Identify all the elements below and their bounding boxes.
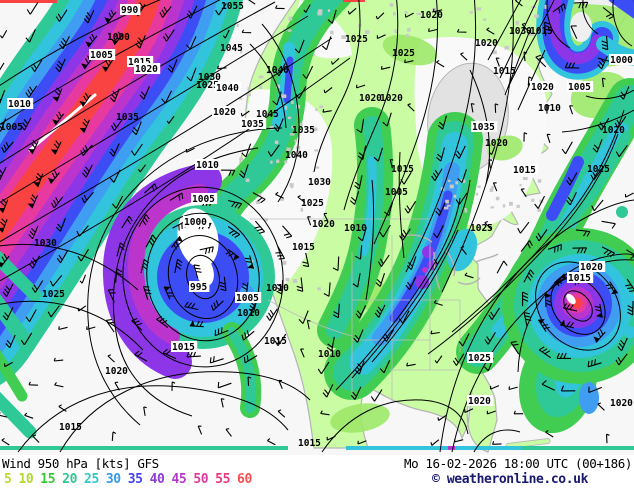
pressure-label: 1005 [236,293,259,304]
pressure-label: 1045 [256,109,279,120]
pressure-label: 1015 [128,57,151,68]
pressure-label: 1000 [107,32,130,43]
pressure-label: 1015 [172,342,195,353]
pressure-label: 1025 [470,223,493,234]
coastal-band-bc [192,0,353,262]
pressure-label: 1035 [241,119,264,130]
edge-strips [0,0,634,450]
pressure-label: 1025 [196,80,219,91]
map-footer: Wind 950 hPa [kts] GFS Mo 16-02-2026 18:… [0,455,634,490]
legend-value-45: 45 [171,472,187,487]
pressure-label: 1030 [308,177,331,188]
legend-value-60: 60 [237,472,252,487]
pressure-label: 1020 [105,366,128,377]
pressure-label: 1025 [345,34,368,45]
legend-value-25: 25 [84,472,99,487]
parameter-label: Wind 950 hPa [kts] GFS [2,456,159,471]
pressure-label: 1030 [509,26,532,37]
pressure-label: 1000 [184,217,207,228]
central-band [317,107,394,348]
pressure-label: 1020 [135,64,158,75]
pressure-label: 1015 [292,242,315,253]
pressure-label: 1010 [237,308,260,319]
pressure-label: 1055 [221,1,244,12]
pressure-label: 1020 [359,93,382,104]
pressure-label: 1020 [380,93,403,104]
pressure-label: 990 [121,5,138,16]
pressure-label: 1005 [0,122,23,133]
copyright-label: © weatheronline.co.uk [432,472,588,487]
pressure-label: 1040 [266,65,289,76]
pressure-label: 1040 [216,83,239,94]
pressure-label: 1005 [568,82,591,93]
legend-value-40: 40 [149,472,165,487]
pressure-label: 1015 [59,422,82,433]
pressure-label: 1020 [485,138,508,149]
pressure-label: 1015 [493,66,516,77]
legend-value-20: 20 [62,472,78,487]
pressure-label: 1035 [472,122,495,133]
pressure-label: 1010 [318,349,341,360]
legend-value-35: 35 [127,472,143,487]
pressure-label: 1020 [475,38,498,49]
valid-time-label: Mo 16-02-2026 18:00 UTC (00+186) [403,456,632,471]
pressure-label: 1040 [285,150,308,161]
pressure-label: 995 [190,282,207,293]
pacific-jet-band [0,0,243,385]
pressure-label: 1035 [292,125,315,136]
pressure-label: 1025 [301,198,324,209]
pressure-label: 1045 [220,43,243,54]
pressure-label: 1020 [580,262,603,273]
pressure-label: 1010 [344,223,367,234]
pressure-label: 1015 [391,164,414,175]
pressure-label: 1020 [420,10,443,21]
pressure-label: 1015 [568,273,591,284]
wind-speed-legend: 5 10 15 20 25 30 35 40 45 50 55 60 [2,472,252,488]
pressure-label: 1020 [531,82,554,93]
pressure-label: 1030 [34,238,57,249]
pressure-label: 1020 [610,398,633,409]
weather-map: 9901000100510151020101010051035105510451… [0,0,634,453]
legend-value-10: 10 [18,472,34,487]
pressure-label: 1010 [196,160,219,171]
pressure-label: 1015 [513,165,536,176]
legend-value-55: 55 [215,472,231,487]
pressure-label: 1005 [192,194,215,205]
pressure-label: 1030 [198,72,221,83]
legend-value-5: 5 [4,472,12,487]
pressure-label: 1025 [468,353,491,364]
pressure-label: 1015 [298,438,321,449]
legend-value-30: 30 [105,472,121,487]
pressure-label: 1010 [266,283,289,294]
pressure-label: 1015 [530,26,553,37]
pressure-label: 1025 [392,48,415,59]
left-edge-bands [0,250,42,439]
pressure-label: 1025 [42,289,65,300]
pressure-label: 1020 [213,107,236,118]
pressure-label: 1025 [587,164,610,175]
pressure-label: 1035 [116,112,139,123]
pressure-labels: 9901000100510151020101010051035105510451… [0,1,634,449]
isobars [0,0,634,453]
legend-value-50: 50 [193,472,209,487]
pressure-label: 1000 [610,55,633,66]
pressure-label: 1020 [468,396,491,407]
pressure-label: 1010 [538,103,561,114]
pressure-label: 1015 [264,336,287,347]
pressure-label: 1010 [8,99,31,110]
pressure-label: 1020 [602,125,625,136]
pressure-label: 1020 [312,219,335,230]
pressure-label: 1005 [90,50,113,61]
legend-value-15: 15 [40,472,56,487]
right-edge-patches [616,206,634,338]
pressure-label: 1005 [385,187,408,198]
